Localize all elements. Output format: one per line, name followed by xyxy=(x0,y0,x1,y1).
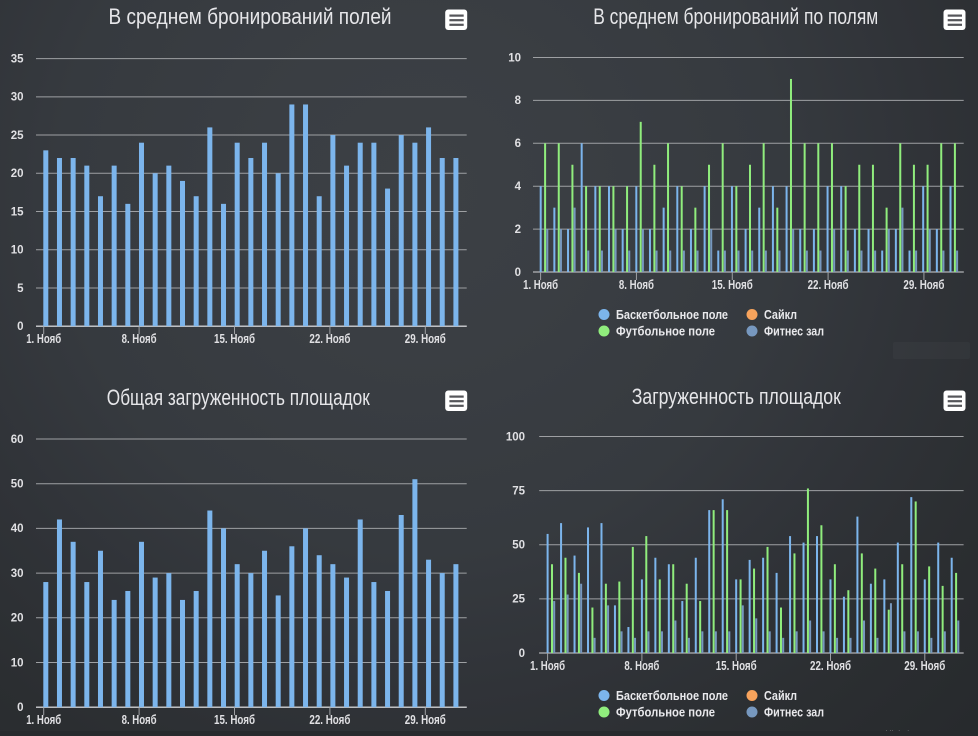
svg-text:Загруженность площадок: Загруженность площадок xyxy=(632,384,841,409)
svg-text:29. Нояб: 29. Нояб xyxy=(405,713,446,727)
svg-text:8: 8 xyxy=(515,95,522,107)
svg-text:10: 10 xyxy=(11,657,24,669)
svg-text:5: 5 xyxy=(17,283,24,295)
svg-text:29. Нояб: 29. Нояб xyxy=(904,659,945,673)
svg-text:15. Нояб: 15. Нояб xyxy=(214,713,255,727)
svg-text:100: 100 xyxy=(506,431,525,443)
svg-text:22. Нояб: 22. Нояб xyxy=(810,659,851,673)
svg-text:15. Нояб: 15. Нояб xyxy=(214,332,255,346)
svg-text:0: 0 xyxy=(17,321,23,333)
svg-text:50: 50 xyxy=(512,540,525,552)
svg-text:Фитнес зал: Фитнес зал xyxy=(764,706,824,720)
svg-text:Футбольное поле: Футбольное поле xyxy=(616,706,715,720)
svg-text:20: 20 xyxy=(11,168,24,180)
svg-text:8. Нояб: 8. Нояб xyxy=(122,332,157,346)
svg-text:29. Нояб: 29. Нояб xyxy=(405,332,446,346)
svg-text:40: 40 xyxy=(11,523,24,535)
svg-text:1. Нояб: 1. Нояб xyxy=(26,332,61,346)
svg-text:15. Нояб: 15. Нояб xyxy=(712,278,753,292)
svg-text:4: 4 xyxy=(515,181,522,193)
svg-text:1. Нояб: 1. Нояб xyxy=(26,713,61,727)
svg-text:75: 75 xyxy=(512,485,525,497)
svg-text:Сайкл: Сайкл xyxy=(764,689,797,703)
svg-text:25: 25 xyxy=(512,594,525,606)
svg-text:22. Нояб: 22. Нояб xyxy=(309,713,350,727)
svg-text:В среднем бронирований полей: В среднем бронирований полей xyxy=(109,4,392,29)
svg-text:В среднем бронирований по поля: В среднем бронирований по полям xyxy=(593,4,878,29)
svg-text:Общая загруженность площадок: Общая загруженность площадок xyxy=(107,385,370,410)
svg-text:8. Нояб: 8. Нояб xyxy=(619,278,654,292)
svg-text:29. Нояб: 29. Нояб xyxy=(903,278,944,292)
svg-text:15: 15 xyxy=(11,206,24,218)
svg-text:15. Нояб: 15. Нояб xyxy=(716,659,757,673)
svg-text:22. Нояб: 22. Нояб xyxy=(309,332,350,346)
svg-text:60: 60 xyxy=(11,434,24,446)
svg-text:10: 10 xyxy=(508,52,521,64)
svg-text:Баскетбольное поле: Баскетбольное поле xyxy=(616,308,728,322)
svg-text:0: 0 xyxy=(17,702,23,714)
svg-text:8. Нояб: 8. Нояб xyxy=(122,713,157,727)
svg-text:Сайкл: Сайкл xyxy=(764,308,797,322)
svg-text:50: 50 xyxy=(11,479,24,491)
svg-text:30: 30 xyxy=(11,568,24,580)
svg-text:25: 25 xyxy=(11,130,24,142)
svg-text:1. Нояб: 1. Нояб xyxy=(530,659,565,673)
svg-text:35: 35 xyxy=(11,53,24,65)
svg-text:0: 0 xyxy=(519,648,525,660)
svg-text:Баскетбольное поле: Баскетбольное поле xyxy=(616,689,728,703)
svg-text:8. Нояб: 8. Нояб xyxy=(624,659,659,673)
svg-text:0: 0 xyxy=(515,267,521,279)
svg-text:2: 2 xyxy=(515,224,521,236)
svg-text:30: 30 xyxy=(11,92,24,104)
svg-text:22. Нояб: 22. Нояб xyxy=(808,278,849,292)
svg-text:10: 10 xyxy=(11,245,24,257)
svg-text:Футбольное поле: Футбольное поле xyxy=(616,325,715,339)
svg-text:1. Нояб: 1. Нояб xyxy=(523,278,558,292)
svg-text:6: 6 xyxy=(515,138,521,150)
svg-text:20: 20 xyxy=(11,613,24,625)
svg-text:Фитнес зал: Фитнес зал xyxy=(764,325,824,339)
